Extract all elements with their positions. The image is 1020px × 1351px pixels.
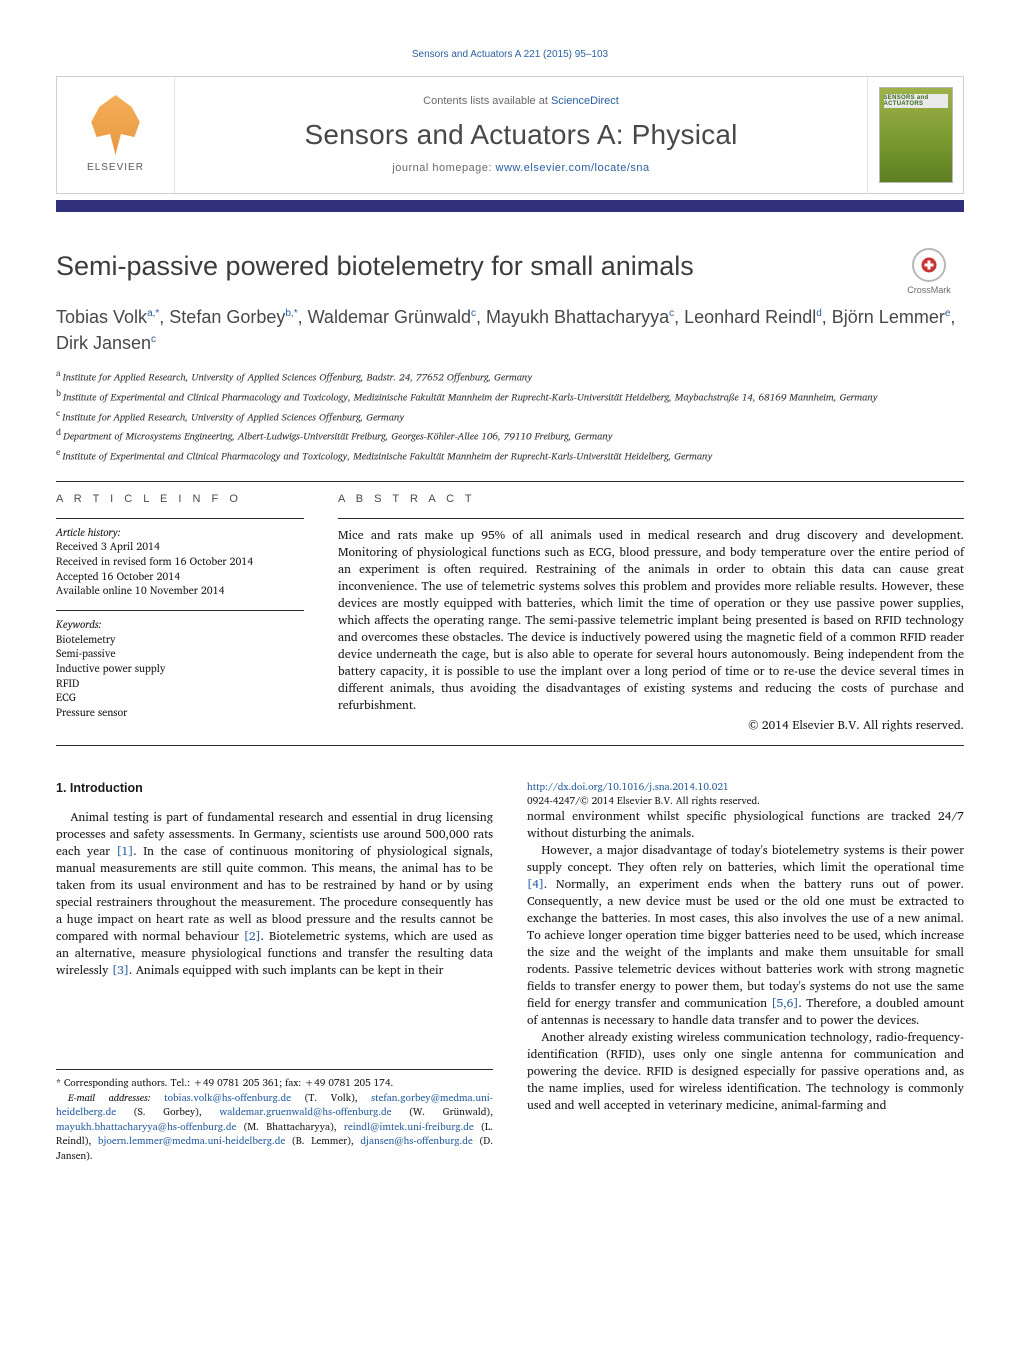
article-history-block: Article history: Received 3 April 2014Re… [56, 518, 304, 598]
abstract-copyright: © 2014 Elsevier B.V. All rights reserved… [338, 718, 964, 735]
abstract-heading: A B S T R A C T [338, 492, 964, 507]
corresponding-label: * Corresponding authors. Tel.: +49 0781 … [56, 1076, 493, 1091]
rule-bottom [56, 745, 964, 746]
body-columns: 1. Introduction Animal testing is part o… [56, 780, 964, 1164]
homepage-prefix: journal homepage: [392, 162, 495, 174]
article-info-column: A R T I C L E I N F O Article history: R… [56, 492, 304, 732]
citation-ref[interactable]: [4] [527, 875, 544, 894]
masthead-center: Contents lists available at ScienceDirec… [175, 77, 867, 193]
elsevier-tree-icon [89, 95, 143, 155]
author-email-link[interactable]: djansen@hs-offenburg.de [360, 1133, 472, 1149]
corresponding-author-footnote: * Corresponding authors. Tel.: +49 0781 … [56, 1069, 493, 1163]
color-bar [56, 200, 964, 212]
section-1-heading: 1. Introduction [56, 780, 493, 798]
journal-cover-thumb: SENSORS and ACTUATORS [879, 87, 953, 183]
body-p4: Another already existing wireless commun… [527, 1029, 964, 1114]
affiliation-item: dDepartment of Microsystems Engineering,… [56, 425, 964, 445]
crossmark-label: CrossMark [907, 285, 951, 295]
homepage-line: journal homepage: www.elsevier.com/locat… [392, 161, 649, 176]
affiliation-item: aInstitute for Applied Research, Univers… [56, 366, 964, 386]
affiliation-item: eInstitute of Experimental and Clinical … [56, 445, 964, 465]
abstract-column: A B S T R A C T Mice and rats make up 95… [338, 492, 964, 735]
keyword-item: Inductive power supply [56, 661, 304, 676]
affiliations: aInstitute for Applied Research, Univers… [56, 366, 964, 465]
article-info-heading: A R T I C L E I N F O [56, 492, 304, 507]
citation-ref[interactable]: [5,6] [771, 994, 798, 1013]
authors-line: Tobias Volka,*, Stefan Gorbeyb,*, Waldem… [56, 304, 964, 356]
citation-ref[interactable]: [1] [116, 842, 133, 861]
email-who: (B. Lemmer) [292, 1133, 351, 1149]
contents-prefix: Contents lists available at [423, 95, 551, 107]
body-p2: normal environment whilst specific physi… [527, 808, 964, 842]
crossmark-badge-icon [912, 248, 946, 282]
affiliation-item: bInstitute of Experimental and Clinical … [56, 386, 964, 406]
citation-ref[interactable]: [3] [112, 961, 129, 980]
publisher-logo-block: ELSEVIER [57, 77, 175, 193]
abstract-rule [338, 518, 964, 519]
keyword-item: RFID [56, 676, 304, 691]
journal-masthead: ELSEVIER Contents lists available at Sci… [56, 76, 964, 194]
journal-name: Sensors and Actuators A: Physical [304, 115, 737, 154]
cover-thumb-block: SENSORS and ACTUATORS [867, 77, 963, 193]
keywords-block: Keywords: BiotelemetrySemi-passiveInduct… [56, 610, 304, 720]
cover-label: SENSORS and ACTUATORS [884, 95, 952, 107]
history-line: Available online 10 November 2014 [56, 583, 304, 598]
body-p3: However, a major disadvantage of today's… [527, 842, 964, 1029]
homepage-link[interactable]: www.elsevier.com/locate/sna [496, 162, 650, 174]
crossmark-widget[interactable]: CrossMark [894, 248, 964, 295]
sciencedirect-link[interactable]: ScienceDirect [551, 95, 619, 107]
keyword-item: Pressure sensor [56, 705, 304, 720]
author-email-link[interactable]: bjoern.lemmer@medma.uni-heidelberg.de [98, 1133, 285, 1149]
body-p1: Animal testing is part of fundamental re… [56, 809, 493, 979]
article-title: Semi-passive powered biotelemetry for sm… [56, 248, 694, 286]
footer-meta: http://dx.doi.org/10.1016/j.sna.2014.10.… [527, 780, 964, 808]
citation-ref[interactable]: [2] [244, 927, 261, 946]
affiliation-item: cInstitute for Applied Research, Univers… [56, 406, 964, 426]
rule-top [56, 481, 964, 482]
running-head: Sensors and Actuators A 221 (2015) 95–10… [56, 48, 964, 62]
contents-line: Contents lists available at ScienceDirec… [423, 94, 619, 109]
publisher-name: ELSEVIER [87, 161, 144, 175]
abstract-text: Mice and rats make up 95% of all animals… [338, 527, 964, 714]
